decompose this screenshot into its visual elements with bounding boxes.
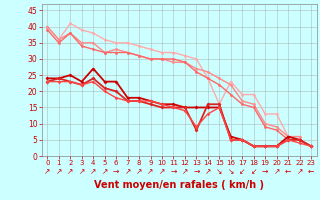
Text: ←: ← [308, 167, 314, 176]
Text: ←: ← [285, 167, 291, 176]
Text: ↗: ↗ [159, 167, 165, 176]
Text: ↗: ↗ [205, 167, 211, 176]
Text: ↗: ↗ [147, 167, 154, 176]
Text: ↗: ↗ [67, 167, 74, 176]
X-axis label: Vent moyen/en rafales ( km/h ): Vent moyen/en rafales ( km/h ) [94, 180, 264, 190]
Text: →: → [170, 167, 177, 176]
Text: ↗: ↗ [136, 167, 142, 176]
Text: ↗: ↗ [124, 167, 131, 176]
Text: ↗: ↗ [182, 167, 188, 176]
Text: →: → [113, 167, 119, 176]
Text: →: → [193, 167, 200, 176]
Text: ↗: ↗ [78, 167, 85, 176]
Text: ↗: ↗ [90, 167, 96, 176]
Text: ↗: ↗ [56, 167, 62, 176]
Text: ↗: ↗ [274, 167, 280, 176]
Text: ↙: ↙ [239, 167, 245, 176]
Text: ↘: ↘ [228, 167, 234, 176]
Text: →: → [262, 167, 268, 176]
Text: ↙: ↙ [251, 167, 257, 176]
Text: ↗: ↗ [296, 167, 303, 176]
Text: ↗: ↗ [44, 167, 51, 176]
Text: ↘: ↘ [216, 167, 222, 176]
Text: ↗: ↗ [101, 167, 108, 176]
